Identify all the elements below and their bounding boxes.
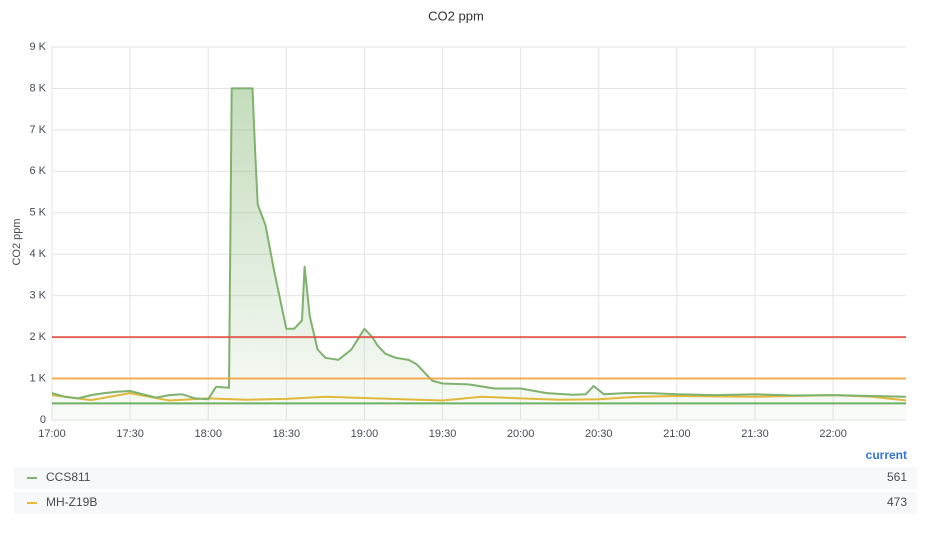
panel-title: CO2 ppm	[428, 8, 484, 23]
grid	[51, 46, 906, 421]
legend-value: 473	[887, 495, 907, 509]
legend: CCS811 561 MH-Z19B 473	[27, 470, 907, 509]
y-tick-label: 8 K	[29, 82, 46, 94]
y-tick-label: 4 K	[29, 248, 46, 260]
x-tick-label: 20:00	[507, 428, 535, 440]
plot-area	[51, 87, 907, 421]
x-tick-label: 18:00	[194, 428, 222, 440]
x-tick-label: 17:00	[38, 428, 66, 440]
legend-row-bg	[14, 492, 917, 514]
legend-row-bg	[14, 467, 917, 489]
y-tick-label: 1 K	[29, 372, 46, 384]
legend-value: 561	[887, 470, 907, 484]
x-tick-label: 19:30	[429, 428, 457, 440]
legend-label[interactable]: CCS811	[46, 470, 91, 484]
y-tick-label: 6 K	[29, 165, 46, 177]
legend-label[interactable]: MH-Z19B	[46, 495, 97, 509]
x-tick-label: 21:00	[663, 428, 691, 440]
x-tick-label: 21:30	[741, 428, 769, 440]
y-axis-label: CO2 ppm	[11, 218, 23, 265]
x-tick-label: 19:00	[351, 428, 379, 440]
y-tick-label: 9 K	[29, 41, 46, 53]
x-tick-label: 20:30	[585, 428, 613, 440]
y-tick-label: 5 K	[29, 207, 46, 219]
y-tick-label: 2 K	[29, 331, 46, 343]
y-tick-label: 0	[40, 414, 46, 426]
x-tick-label: 22:00	[819, 428, 847, 440]
legend-column-header[interactable]: current	[866, 448, 907, 462]
x-tick-label: 18:30	[273, 428, 301, 440]
y-tick-label: 7 K	[29, 124, 46, 136]
x-tick-label: 17:30	[116, 428, 144, 440]
y-tick-label: 3 K	[29, 290, 46, 302]
series-line	[51, 87, 907, 401]
